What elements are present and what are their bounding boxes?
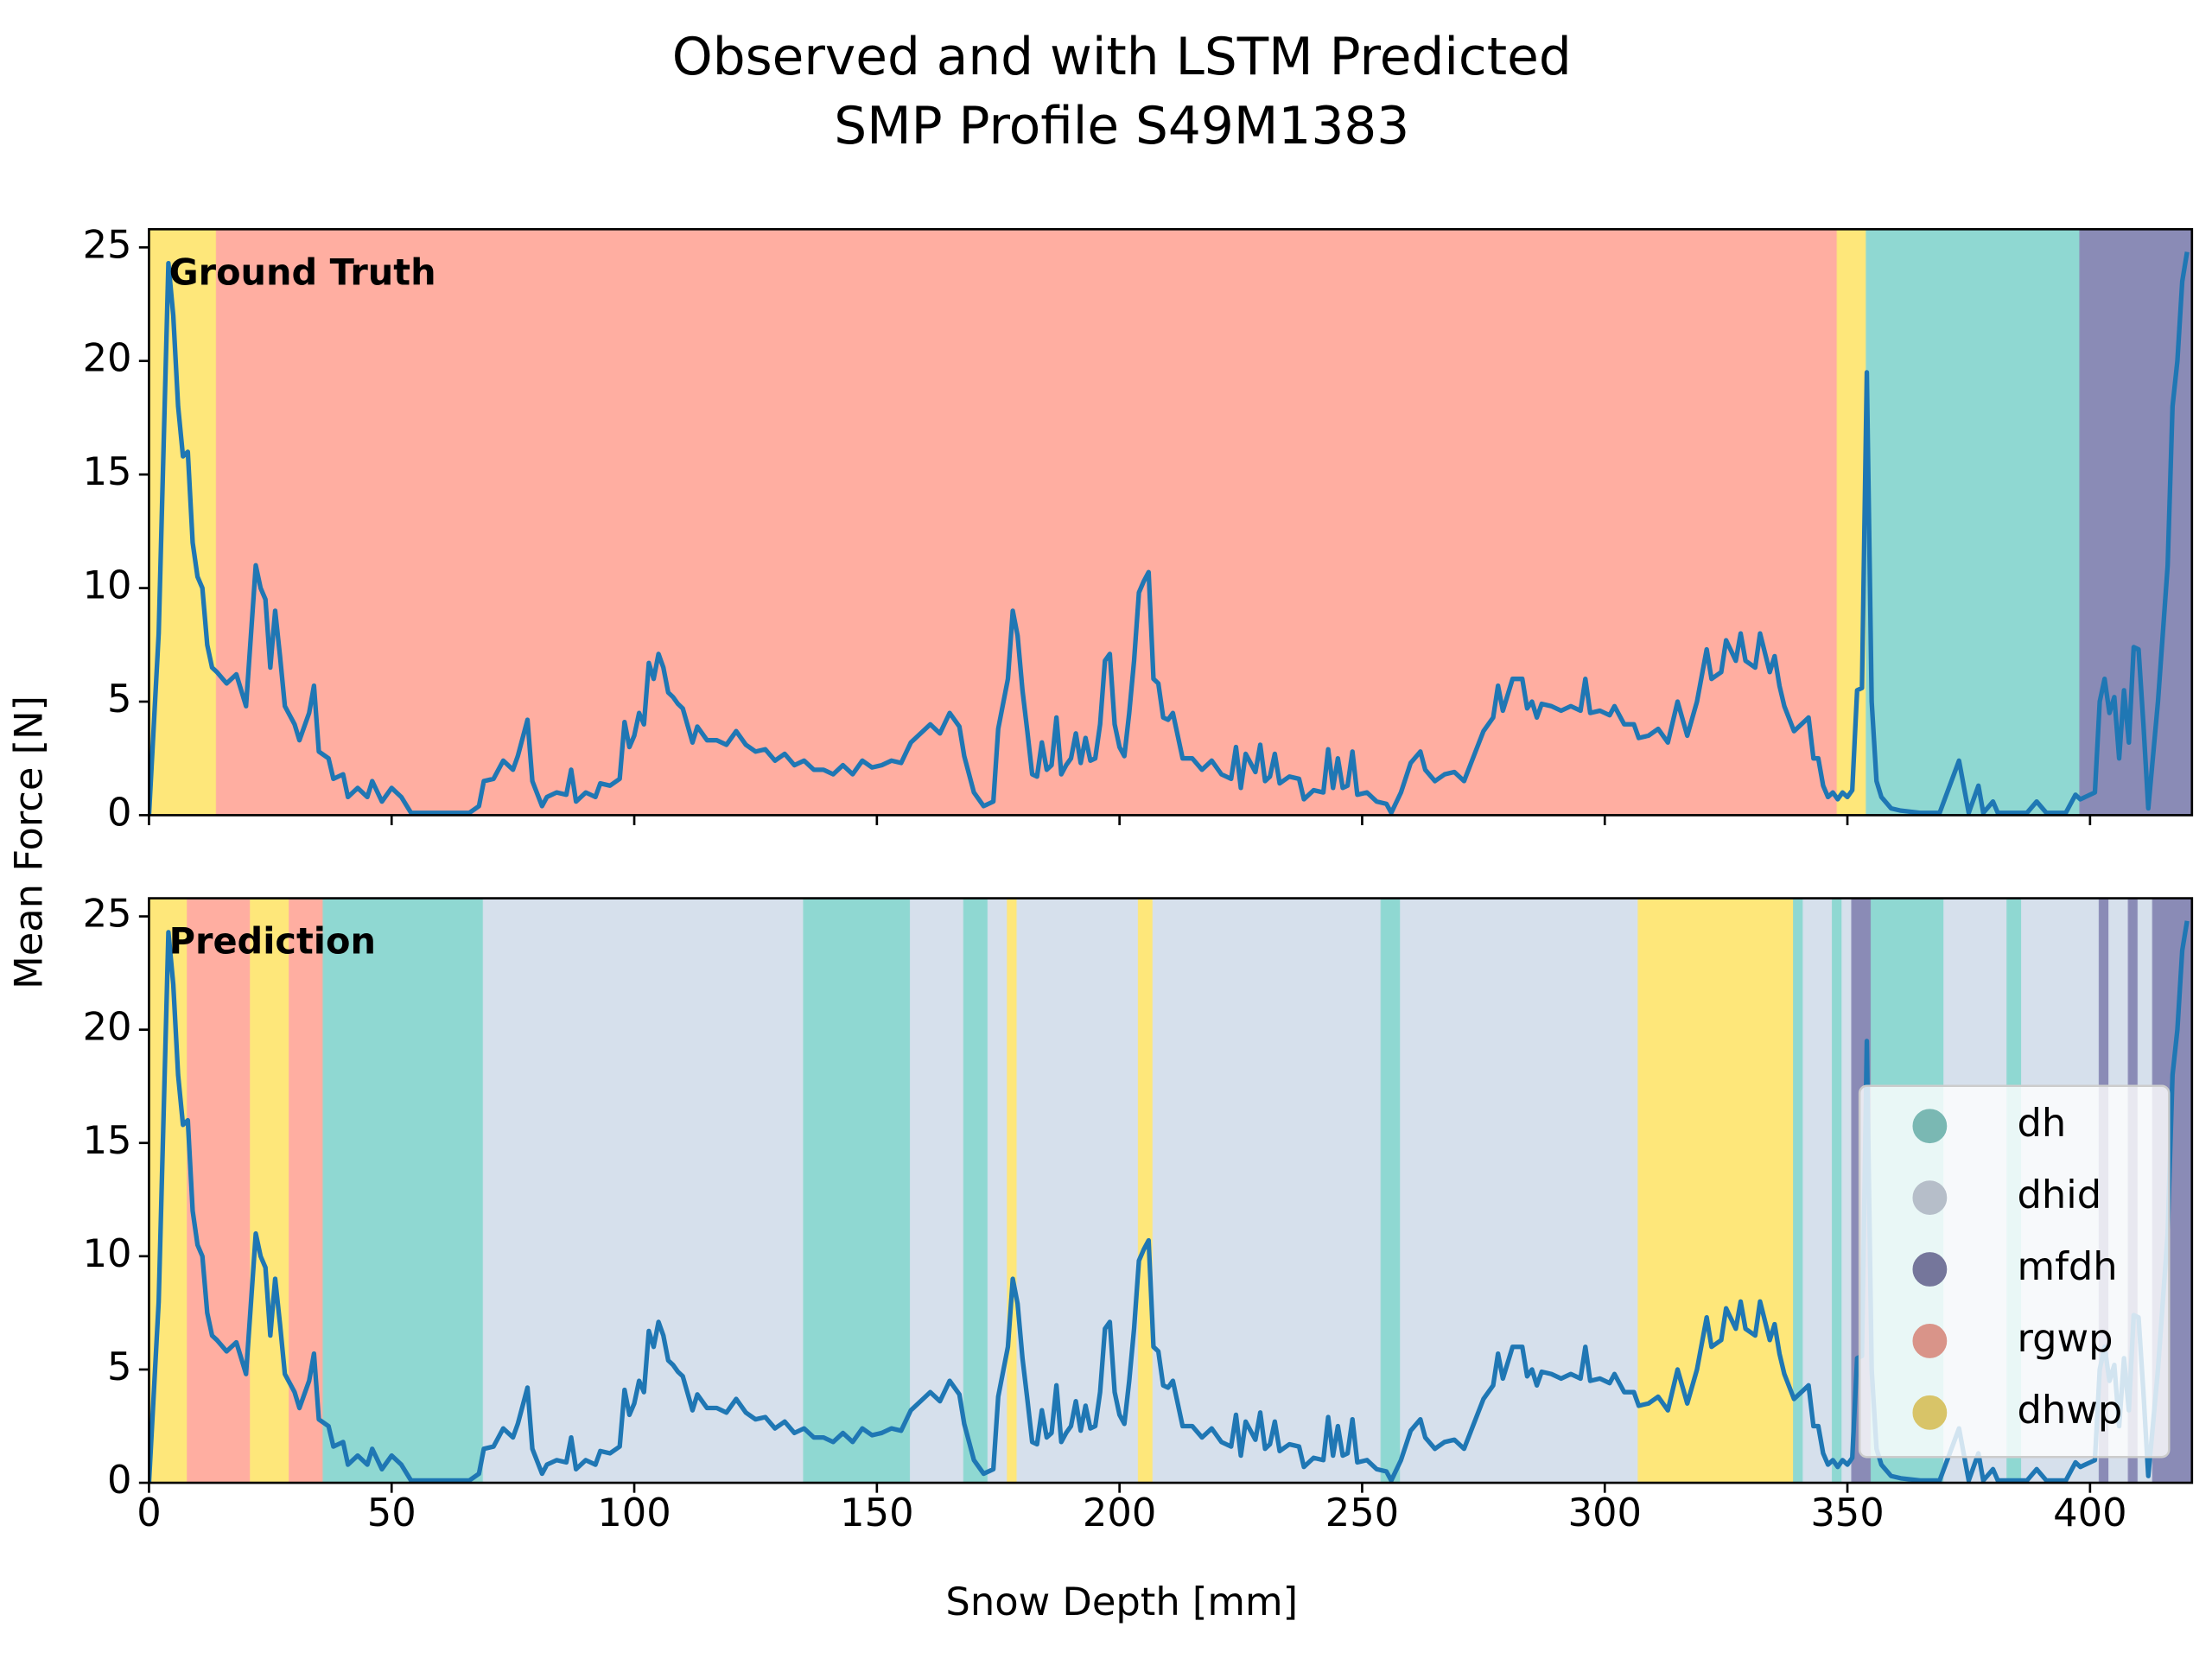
y-tick-label: 20 — [83, 335, 132, 381]
legend-marker — [1912, 1324, 1948, 1358]
layer-band — [963, 898, 990, 1484]
legend-marker — [1912, 1395, 1948, 1430]
y-tick-label: 15 — [83, 1117, 132, 1163]
y-tick-label: 25 — [83, 221, 132, 267]
layer-band — [187, 898, 252, 1484]
layer-band — [1152, 898, 1383, 1484]
y-tick-label: 20 — [83, 1004, 132, 1050]
layer-band — [1836, 229, 1868, 816]
y-tick-label: 5 — [107, 1344, 131, 1389]
x-tick-label: 350 — [1810, 1490, 1884, 1535]
layer-band — [1400, 898, 1640, 1484]
legend-label: mfdh — [2018, 1243, 2118, 1289]
y-tick-label: 0 — [107, 789, 131, 835]
layer-band — [909, 898, 966, 1484]
legend-marker — [1912, 1109, 1948, 1144]
layer-band — [1866, 229, 2082, 816]
y-tick-label: 5 — [107, 676, 131, 721]
x-tick-label: 100 — [597, 1490, 671, 1535]
y-tick-label: 10 — [83, 563, 132, 608]
y-tick-label: 0 — [107, 1457, 131, 1503]
layer-band — [1007, 898, 1019, 1484]
x-tick-label: 400 — [2053, 1490, 2126, 1535]
x-tick-label: 150 — [840, 1490, 913, 1535]
layer-band — [1380, 898, 1402, 1484]
y-tick-label: 25 — [83, 891, 132, 937]
layer-band — [1016, 898, 1141, 1484]
layer-band — [1831, 898, 1844, 1484]
y-tick-label: 15 — [83, 448, 132, 494]
layer-band — [803, 898, 912, 1484]
x-axis-label: Snow Depth [mm] — [945, 1579, 1298, 1624]
legend-label: dhwp — [2018, 1387, 2123, 1433]
force-line — [149, 251, 2190, 816]
layer-band — [1841, 898, 1853, 1484]
panel-label: Ground Truth — [169, 251, 436, 293]
layer-band — [1637, 898, 1796, 1484]
legend-frame — [1858, 1084, 2171, 1459]
chart-title: Observed and with LSTM Predicted — [672, 28, 1572, 87]
legend-label: dh — [2018, 1100, 2067, 1146]
legend-marker — [1912, 1180, 1948, 1216]
layer-band — [149, 229, 219, 816]
legend-label: rgwp — [2018, 1315, 2113, 1361]
panel-label: Prediction — [169, 921, 376, 963]
chart-title: SMP Profile S49M1383 — [834, 97, 1409, 156]
y-tick-label: 10 — [83, 1230, 132, 1276]
layer-band — [1137, 898, 1155, 1484]
y-axis-label: Mean Force [N] — [5, 696, 51, 989]
x-tick-label: 50 — [367, 1490, 416, 1535]
legend-label: dhid — [2018, 1172, 2102, 1217]
x-tick-label: 0 — [137, 1490, 161, 1535]
layer-band — [250, 898, 291, 1484]
layer-band — [482, 898, 805, 1484]
force-line — [149, 920, 2190, 1484]
x-tick-label: 250 — [1325, 1490, 1399, 1535]
axes-frame — [148, 227, 2194, 817]
x-tick-label: 200 — [1083, 1490, 1156, 1535]
axes-frame — [148, 897, 2194, 1484]
legend-marker — [1912, 1252, 1948, 1287]
panel — [149, 229, 2192, 816]
x-tick-label: 300 — [1568, 1490, 1642, 1535]
layer-band — [322, 898, 486, 1484]
